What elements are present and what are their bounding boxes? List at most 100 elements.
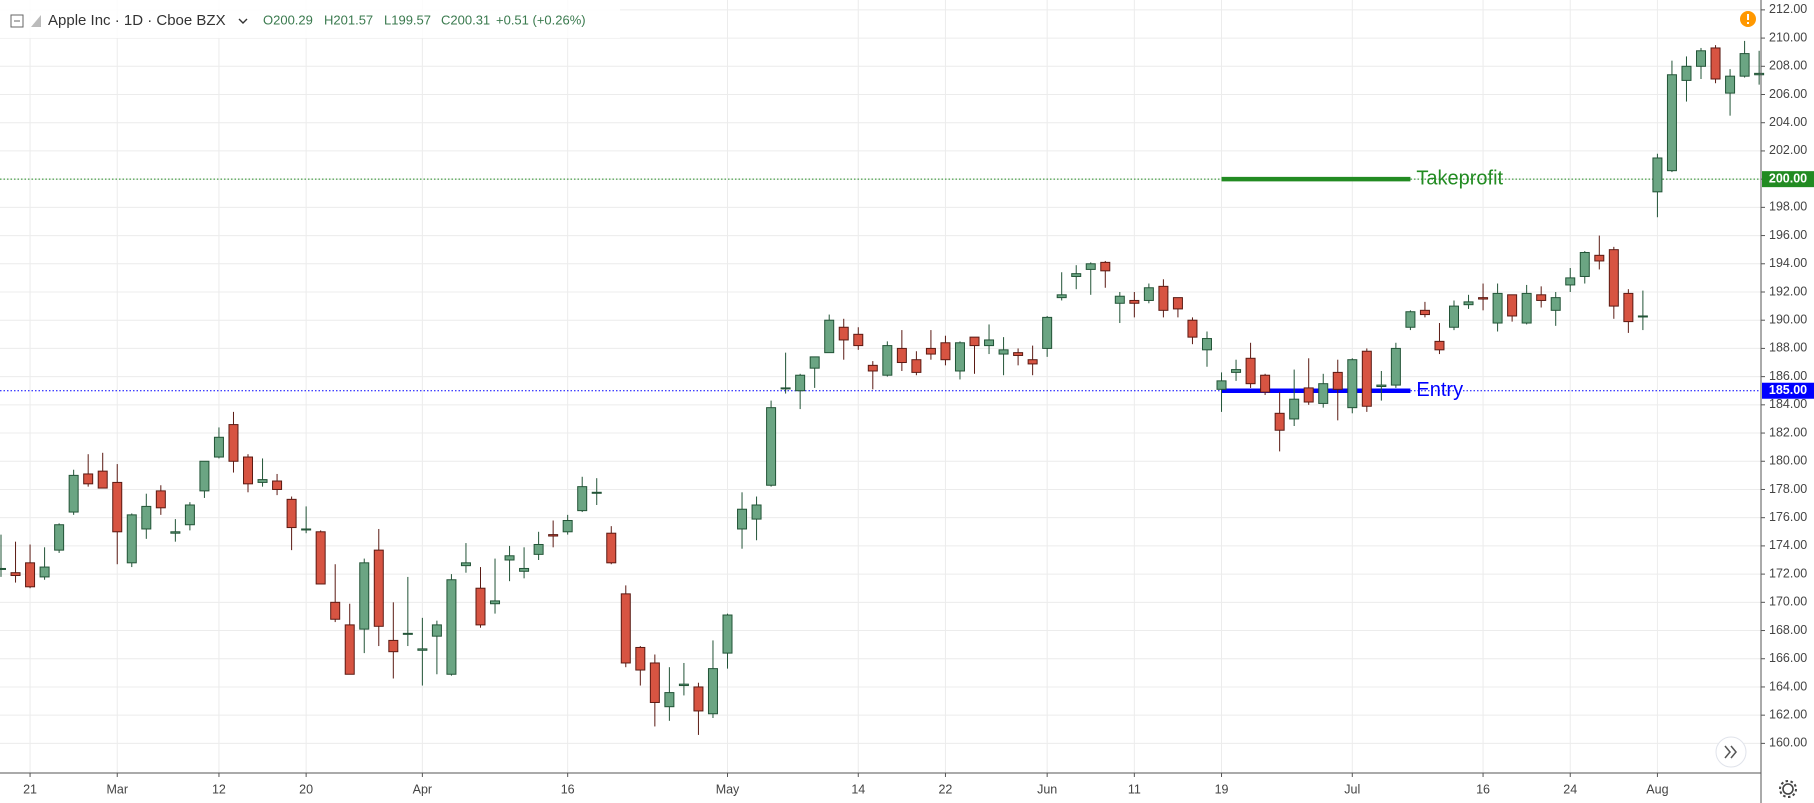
badges: 200.00 185.00 <box>1762 171 1814 399</box>
warning-mark <box>1747 14 1749 20</box>
collapse-button[interactable] <box>10 14 24 28</box>
candle-body <box>911 359 922 373</box>
y-tick-label: 166.00 <box>1769 651 1807 665</box>
candle-body <box>707 668 718 715</box>
y-tick-label: 160.00 <box>1769 736 1807 750</box>
candle-body <box>795 374 806 392</box>
candle-body <box>1652 157 1663 193</box>
level-label: Entry <box>1416 379 1463 401</box>
candle-body <box>83 473 94 485</box>
candle-body <box>649 662 660 703</box>
scroll-icon <box>1724 745 1737 759</box>
x-tick-label: 16 <box>561 782 575 796</box>
candle-body <box>344 624 355 675</box>
y-tick-label: 198.00 <box>1769 200 1807 214</box>
candle-body <box>97 470 108 489</box>
candle-body <box>838 326 849 341</box>
candle-body <box>1536 294 1547 301</box>
candle-body <box>1390 347 1401 386</box>
candle-body <box>1565 277 1576 286</box>
symbol-dropdown[interactable] <box>238 18 248 24</box>
symbol-title[interactable]: Apple Inc · 1D · Cboe BZX <box>48 12 226 29</box>
candle-body <box>1114 295 1125 304</box>
ohlc-open: O200.29 <box>263 12 313 27</box>
candle-body <box>1405 311 1416 328</box>
x-tick-label: Jul <box>1344 782 1360 796</box>
candle-body <box>1478 297 1489 300</box>
x-tick-label: 19 <box>1215 782 1229 796</box>
candle-body <box>969 336 980 347</box>
candle-body <box>1245 357 1256 385</box>
candle-body <box>1681 65 1692 81</box>
candle-body <box>577 486 588 512</box>
x-tick-label: 24 <box>1563 782 1577 796</box>
candle-body <box>126 514 137 564</box>
candle-body <box>925 347 936 355</box>
y-tick-label: 186.00 <box>1769 369 1807 383</box>
candle-body <box>693 686 704 712</box>
candle-body <box>504 555 515 561</box>
candle-body <box>1666 74 1677 172</box>
y-tick-label: 178.00 <box>1769 482 1807 496</box>
candle-body <box>199 460 210 492</box>
candle-body <box>25 562 36 588</box>
levels: Takeprofit Entry <box>0 167 1761 401</box>
level-badge-label: 200.00 <box>1769 171 1807 185</box>
candle-body <box>1361 350 1372 407</box>
y-tick-label: 164.00 <box>1769 679 1807 693</box>
candle-body <box>257 479 268 483</box>
candle-body <box>1027 359 1038 365</box>
candle-body <box>1725 75 1736 94</box>
candle-body <box>591 491 602 494</box>
candle-body <box>1187 319 1198 338</box>
candle-body <box>635 646 646 671</box>
candle-body <box>475 587 486 626</box>
candle-body <box>315 531 326 585</box>
candle-body <box>272 480 283 490</box>
candle-body <box>373 549 384 627</box>
y-tick-label: 194.00 <box>1769 256 1807 270</box>
candle-body <box>853 333 864 347</box>
candle-body <box>678 683 689 687</box>
settings-icon <box>1779 780 1797 798</box>
candle-body <box>1260 374 1271 393</box>
candle-body <box>1376 384 1387 388</box>
candle-body <box>1550 297 1561 311</box>
candles <box>0 40 1765 735</box>
y-tick-label: 204.00 <box>1769 115 1807 129</box>
candle-body <box>112 481 123 533</box>
candle-body <box>896 347 907 364</box>
candle-body <box>54 524 65 551</box>
x-tick-label: May <box>716 782 740 796</box>
x-tick-label: Aug <box>1646 782 1668 796</box>
warning-dot <box>1747 22 1749 24</box>
y-tick-label: 188.00 <box>1769 341 1807 355</box>
candle-body <box>1637 315 1648 318</box>
candle-body <box>10 572 21 577</box>
candle-body <box>402 632 413 635</box>
y-tick-label: 192.00 <box>1769 284 1807 298</box>
symbol-icon <box>31 15 41 27</box>
scroll-button[interactable] <box>1715 736 1747 768</box>
candle-body <box>0 567 6 570</box>
candle-body <box>548 534 559 537</box>
candle-body <box>388 639 399 653</box>
candle-body <box>155 490 166 509</box>
candle-body <box>664 692 675 708</box>
candle-body <box>1013 352 1024 356</box>
candle-body <box>824 319 835 354</box>
candle-body <box>940 342 951 361</box>
level-badge <box>1762 382 1814 399</box>
x-tick-label: 22 <box>938 782 952 796</box>
x-tick-label: 11 <box>1128 782 1141 796</box>
candle-body <box>1289 398 1300 420</box>
candle-body <box>1201 338 1212 351</box>
candle-body <box>417 648 428 651</box>
candle-body <box>359 562 370 630</box>
candle-body <box>1608 249 1619 307</box>
candle-body <box>1318 383 1329 404</box>
settings-button[interactable] <box>1782 783 1794 795</box>
candle-body <box>780 387 791 390</box>
x-tick-label: 20 <box>299 782 313 796</box>
